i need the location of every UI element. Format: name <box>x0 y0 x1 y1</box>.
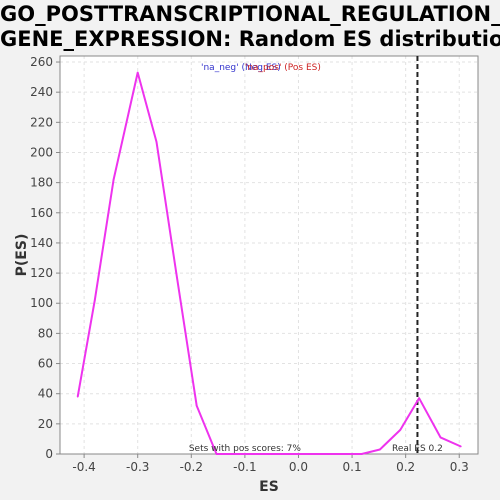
y-tick-label: 220 <box>30 115 53 129</box>
series-point <box>156 141 158 143</box>
series-point <box>113 179 115 181</box>
series-point <box>440 437 442 439</box>
x-axis-label: ES <box>259 479 279 495</box>
series-point <box>327 453 329 455</box>
y-tick-label: 20 <box>38 417 53 431</box>
y-tick-label: 80 <box>38 326 53 340</box>
series-point <box>196 405 198 407</box>
y-axis-label: P(ES) <box>14 234 30 277</box>
series-point <box>460 446 462 448</box>
y-tick-label: 160 <box>30 206 53 220</box>
x-tick-label: -0.3 <box>126 460 149 474</box>
legend: 'na_neg' (Neg ES)'na_pos' (Pos ES) <box>201 63 321 73</box>
x-tick-label: 0.2 <box>396 460 415 474</box>
x-tick-label: -0.1 <box>233 460 256 474</box>
y-tick-label: 0 <box>45 447 53 461</box>
x-tick-label: 0.0 <box>289 460 308 474</box>
x-tick-label: 0.3 <box>450 460 469 474</box>
y-tick-label: 260 <box>30 55 53 69</box>
y-tick-label: 240 <box>30 85 53 99</box>
legend-entry-pos: 'na_pos' (Pos ES) <box>245 63 321 73</box>
y-tick-label: 140 <box>30 236 53 250</box>
x-tick-label: 0.1 <box>343 460 362 474</box>
x-tick-label: -0.2 <box>180 460 203 474</box>
x-axis-ticks: -0.4 -0.3 -0.2 -0.1 0.0 0.1 0.2 0.3 <box>72 454 468 474</box>
y-axis-ticks: 0 20 40 60 80 100 120 140 160 180 200 220 240 260 <box>30 55 60 461</box>
y-tick-label: 200 <box>30 145 53 159</box>
series-point <box>77 396 79 398</box>
annotation-text: Sets with pos scores: 7% <box>189 444 302 454</box>
y-tick-label: 60 <box>38 357 53 371</box>
series-point <box>137 72 139 74</box>
series-point <box>94 299 96 301</box>
series-point <box>346 453 348 455</box>
y-tick-label: 100 <box>30 296 53 310</box>
y-tick-label: 180 <box>30 176 53 190</box>
series-point <box>379 449 381 451</box>
series-point <box>175 272 177 274</box>
plot-area <box>60 56 478 454</box>
series-point <box>399 429 401 431</box>
y-tick-label: 120 <box>30 266 53 280</box>
series-point <box>418 397 420 399</box>
series-point <box>361 453 363 455</box>
y-tick-label: 40 <box>38 387 53 401</box>
real-es-label: Real ES 0.2 <box>392 444 443 454</box>
series-point <box>308 453 310 455</box>
annotations: Sets with pos scores: 7% <box>189 444 302 454</box>
x-tick-label: -0.4 <box>72 460 95 474</box>
